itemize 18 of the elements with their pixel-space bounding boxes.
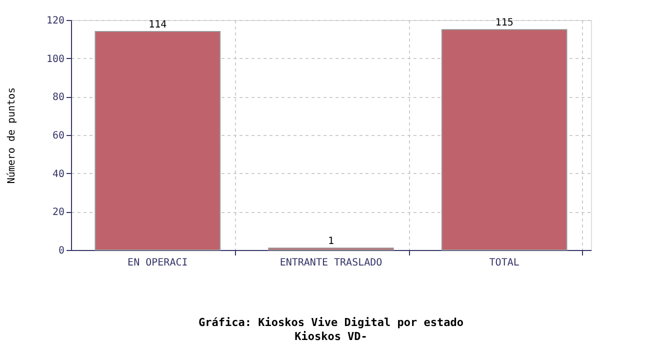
y-tick-label: 20 xyxy=(52,207,64,218)
x-tick-label: TOTAL xyxy=(489,258,520,268)
x-tick-label: ENTRANTE TRASLADO xyxy=(280,258,382,268)
data-label: 115 xyxy=(495,18,514,29)
text: Gráfica: Kioskos Vive Digital por estado xyxy=(198,316,464,329)
y-tick-label: 0 xyxy=(58,246,64,256)
x-tick-label: EN OPERACI xyxy=(128,258,188,268)
data-label: 1 xyxy=(328,236,334,248)
bar xyxy=(94,31,221,250)
bar xyxy=(441,29,568,250)
text: Kioskos VD- xyxy=(294,330,368,343)
y-tick-label: 80 xyxy=(52,92,64,104)
data-label: 114 xyxy=(148,20,167,30)
y-tick-label: 60 xyxy=(52,130,64,142)
y-tick-label: 100 xyxy=(46,54,64,65)
y-tick-label: 120 xyxy=(46,16,64,26)
y-tick-label: 40 xyxy=(52,168,64,180)
y-axis-title: Número de puntos xyxy=(6,87,18,184)
